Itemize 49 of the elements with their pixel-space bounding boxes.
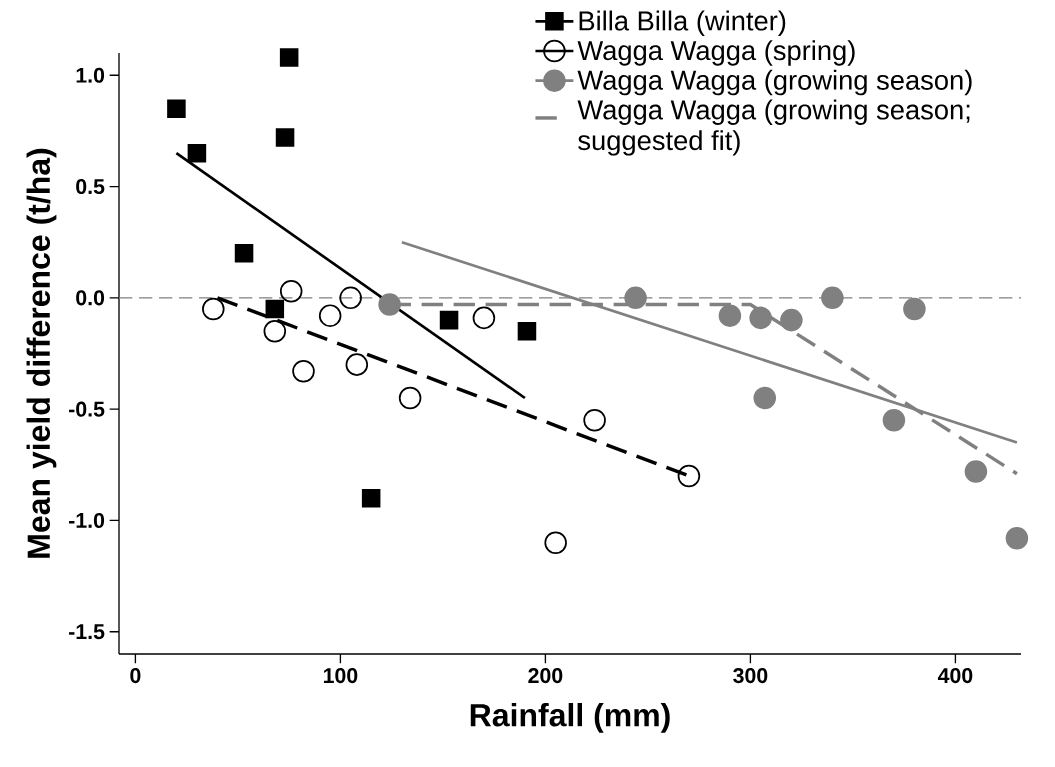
point (292, 360, 315, 383)
point (167, 99, 186, 118)
point (202, 297, 225, 321)
legend-label: Wagga Wagga (spring) (577, 40, 855, 66)
point (821, 286, 844, 310)
point (275, 128, 295, 147)
point (882, 409, 906, 432)
point (718, 304, 742, 327)
y-tick-label: -1.0 (69, 512, 105, 528)
point (398, 386, 422, 410)
x-tick-label: 400 (937, 668, 973, 684)
x-tick-label: 0 (130, 668, 141, 684)
x-tick-label: 300 (733, 668, 768, 684)
point (583, 409, 606, 432)
y-tick-label: 0.5 (76, 179, 105, 195)
y-tick-label: 0.0 (76, 290, 105, 306)
y-tick-label: -0.5 (69, 401, 105, 417)
x-tick-label: 200 (528, 668, 563, 684)
point (780, 308, 803, 332)
x-tick-label: 100 (323, 668, 358, 684)
point (964, 460, 988, 483)
point (265, 299, 285, 319)
y-tick-label: 1.0 (76, 67, 105, 83)
point (378, 293, 401, 316)
y-axis-title: Mean yield difference (t/ha) (26, 148, 57, 558)
point (263, 319, 287, 343)
point (624, 286, 647, 310)
legend-label: Wagga Wagga (growing season) (577, 69, 972, 96)
point (677, 464, 701, 488)
point (472, 306, 496, 330)
point (234, 244, 254, 263)
y-tick-label: -1.5 (69, 624, 105, 640)
point (339, 286, 362, 310)
point (361, 488, 381, 508)
point (544, 531, 567, 554)
point (753, 386, 777, 410)
point (345, 353, 369, 376)
legend-label: Billa Billa (winter) (579, 10, 786, 36)
point (279, 279, 303, 303)
point (279, 48, 299, 67)
point (187, 143, 207, 163)
point (749, 306, 772, 330)
point (318, 304, 342, 327)
x-axis-title: Rainfall (mm) (470, 703, 670, 733)
point (1005, 526, 1029, 550)
point (903, 297, 926, 321)
legend-label: Wagga Wagga (growing season; suggested fit) (577, 99, 970, 156)
point (439, 310, 459, 330)
point (517, 321, 537, 341)
